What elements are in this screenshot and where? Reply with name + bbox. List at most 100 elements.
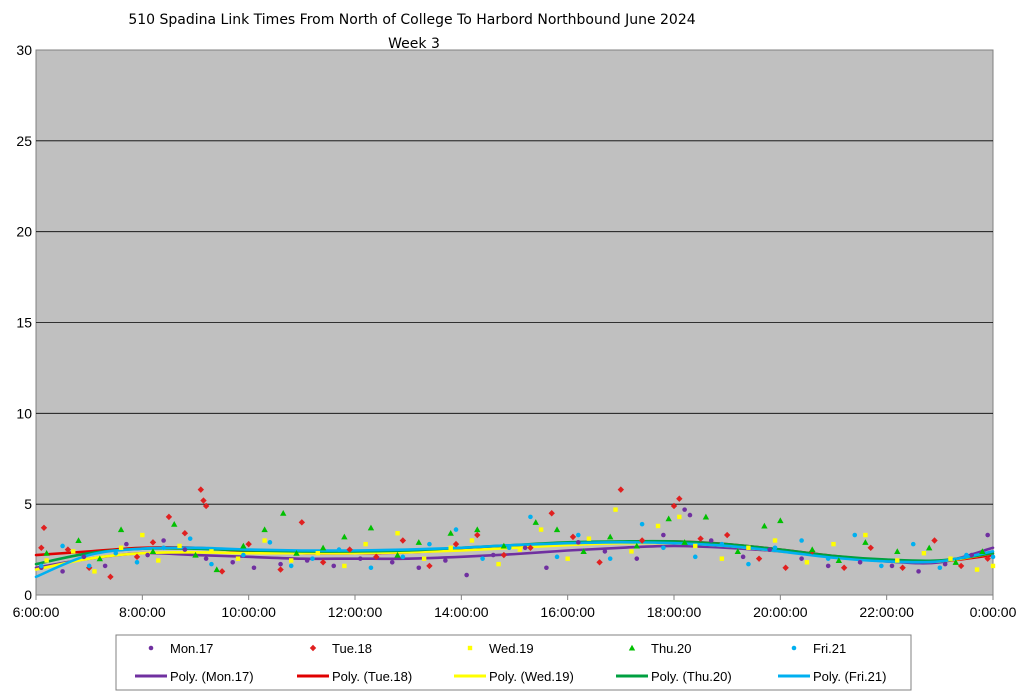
data-point xyxy=(124,541,129,547)
data-point xyxy=(677,514,682,520)
data-point xyxy=(293,550,300,556)
data-point xyxy=(740,554,746,560)
data-point xyxy=(38,544,45,551)
data-point xyxy=(203,556,209,561)
data-point xyxy=(469,538,475,543)
data-point xyxy=(964,552,969,558)
gridlines xyxy=(36,140,993,596)
data-point xyxy=(831,541,836,547)
series-fri-21 xyxy=(39,514,996,571)
data-point xyxy=(133,553,141,561)
data-point xyxy=(192,551,199,558)
data-point xyxy=(655,523,661,529)
data-point xyxy=(298,519,306,526)
data-point xyxy=(931,537,938,544)
data-point xyxy=(937,565,943,571)
data-point xyxy=(799,538,804,543)
data-point xyxy=(633,542,640,549)
legend-marker xyxy=(628,644,636,651)
data-point xyxy=(474,531,481,539)
data-point xyxy=(969,552,975,558)
series-mon-17 xyxy=(39,507,990,578)
data-point xyxy=(693,543,698,549)
data-point xyxy=(267,540,273,545)
y-tick-label: 5 xyxy=(24,496,32,512)
data-point xyxy=(916,569,921,574)
data-point xyxy=(528,514,533,520)
data-point xyxy=(602,549,608,554)
data-point xyxy=(889,563,895,569)
data-point xyxy=(665,515,672,522)
data-point xyxy=(368,565,374,571)
data-point xyxy=(363,541,368,547)
data-point xyxy=(181,530,189,537)
data-point xyxy=(315,551,320,556)
chart-title: 510 Spadina Link Times From North of Col… xyxy=(128,12,695,28)
data-point xyxy=(942,561,948,567)
data-point xyxy=(804,560,810,565)
legend: Mon.17 Poly. (Mon.17) Tue.18 Poly. (Tue.18)… xyxy=(135,641,886,684)
data-point xyxy=(607,533,614,540)
data-point xyxy=(723,531,731,539)
data-point xyxy=(251,565,257,571)
data-point xyxy=(895,558,900,563)
legend-label: Mon.17 xyxy=(170,641,213,656)
legend-box xyxy=(115,634,912,691)
data-point xyxy=(331,563,337,569)
legend-marker xyxy=(467,645,473,651)
data-point xyxy=(400,554,406,560)
data-point xyxy=(825,556,831,561)
data-point xyxy=(761,522,768,529)
data-point xyxy=(894,548,901,554)
legend-label: Poly. (Thu.20) xyxy=(651,669,732,684)
trendlines xyxy=(34,539,995,579)
data-point xyxy=(979,548,986,554)
data-point xyxy=(576,532,581,538)
y-tick-label: 20 xyxy=(16,224,32,240)
data-point xyxy=(538,527,544,532)
data-point xyxy=(304,558,310,563)
data-point xyxy=(421,556,427,561)
data-point xyxy=(358,556,363,561)
data-point xyxy=(280,510,287,516)
data-point xyxy=(952,559,959,565)
data-point xyxy=(389,560,395,565)
data-point xyxy=(60,543,65,549)
data-point xyxy=(310,556,315,561)
data-point xyxy=(719,556,725,561)
data-point xyxy=(596,559,603,566)
data-point xyxy=(240,542,247,549)
data-point xyxy=(772,538,778,543)
data-point xyxy=(755,555,763,562)
data-point xyxy=(218,568,226,575)
data-point xyxy=(200,497,207,504)
x-tick-label: 12:00:00 xyxy=(328,604,383,620)
x-tick-label: 20:00:00 xyxy=(753,604,808,620)
data-point xyxy=(863,532,868,538)
data-point xyxy=(500,542,508,549)
data-point xyxy=(840,564,848,571)
data-point xyxy=(496,561,501,567)
data-point xyxy=(990,563,996,569)
data-point xyxy=(92,569,97,574)
data-point xyxy=(43,550,50,556)
data-point xyxy=(772,545,778,551)
data-point xyxy=(692,554,698,560)
data-point xyxy=(734,548,741,554)
data-point xyxy=(910,541,916,547)
y-axis-ticks: 0 5 10 15 20 25 30 xyxy=(16,42,32,603)
data-point xyxy=(96,555,103,562)
data-point xyxy=(852,532,858,538)
y-tick-label: 0 xyxy=(24,587,32,603)
data-point xyxy=(60,569,65,574)
data-point xyxy=(117,526,125,533)
data-point xyxy=(288,563,294,569)
series-wed-19 xyxy=(44,507,996,574)
data-point xyxy=(544,565,549,571)
legend-label: Poly. (Tue.18) xyxy=(332,669,412,684)
data-point xyxy=(346,546,353,553)
data-point xyxy=(676,495,683,502)
data-point xyxy=(629,549,634,554)
data-point xyxy=(586,536,592,541)
